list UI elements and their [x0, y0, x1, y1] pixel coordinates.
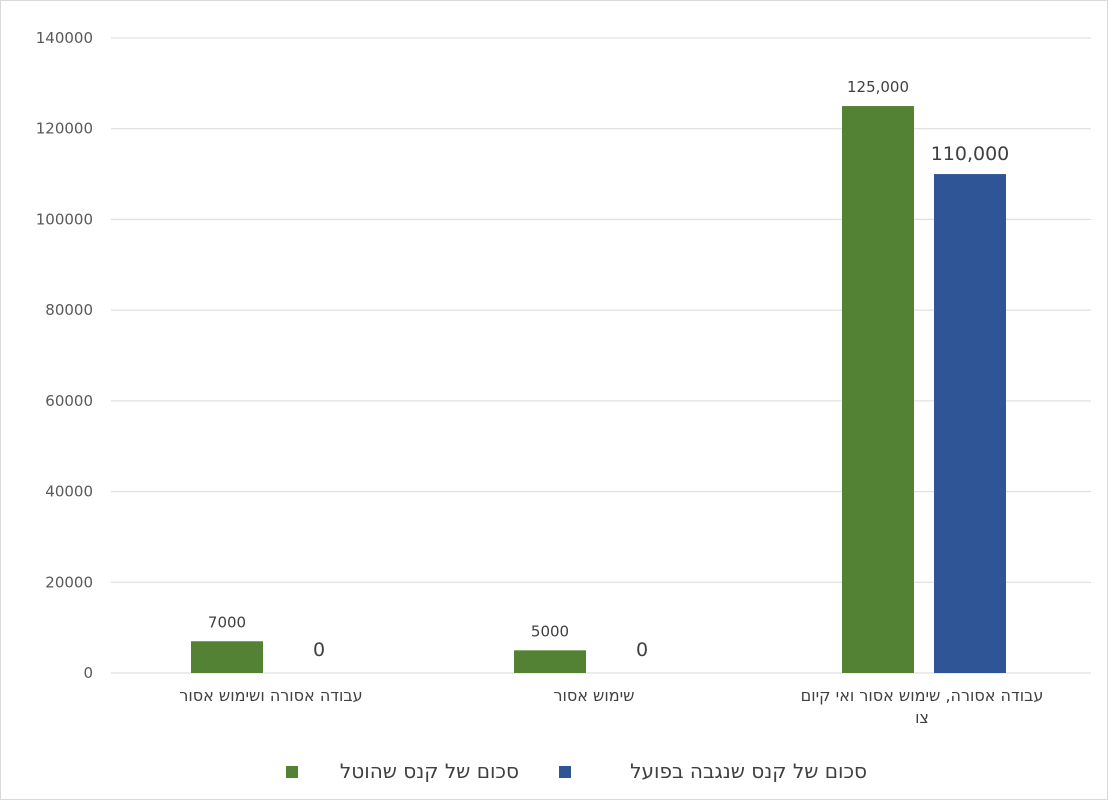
legend-label: סכום של קנס שנגבה בפועל: [630, 759, 867, 783]
bar: [934, 174, 1006, 674]
y-axis-ticks: 0 20000 40000 60000 80000 100000 120000 140000: [36, 29, 93, 682]
data-label: 5000: [531, 622, 569, 640]
bar: [191, 641, 263, 673]
data-labels: 7000 5000 125,000 0 0 110,000: [208, 78, 1009, 661]
y-tick-label: 100000: [36, 210, 93, 228]
legend-swatch: [286, 766, 298, 778]
y-tick-label: 120000: [36, 120, 93, 138]
y-tick-label: 140000: [36, 29, 93, 47]
bar: [514, 650, 586, 673]
gridlines: [111, 37, 1091, 674]
data-label: 0: [313, 639, 325, 661]
x-category-label: שימוש אסור: [553, 686, 634, 705]
x-category-label: עבודה אסורה, שימוש אסור ואי קיום צו: [801, 686, 1044, 727]
bar: [842, 106, 914, 674]
legend-swatch: [559, 766, 571, 778]
y-tick-label: 20000: [45, 573, 93, 591]
x-axis-categories: עבודה אסורה ושימוש אסור שימוש אסור עבודה א…: [179, 686, 1043, 727]
legend-label: סכום של קנס שהוטל: [340, 759, 519, 783]
y-tick-label: 40000: [45, 483, 93, 501]
y-tick-label: 0: [83, 664, 93, 682]
data-label: 110,000: [931, 143, 1010, 165]
y-tick-label: 80000: [45, 301, 93, 319]
x-category-label: עבודה אסורה ושימוש אסור: [179, 686, 362, 705]
data-label: 125,000: [847, 78, 909, 96]
data-label: 7000: [208, 613, 246, 631]
legend: סכום של קנס שנגבה בפועל סכום של קנס שהוטל: [286, 759, 867, 783]
bars: [191, 106, 1006, 674]
data-label: 0: [636, 639, 648, 661]
y-tick-label: 60000: [45, 392, 93, 410]
